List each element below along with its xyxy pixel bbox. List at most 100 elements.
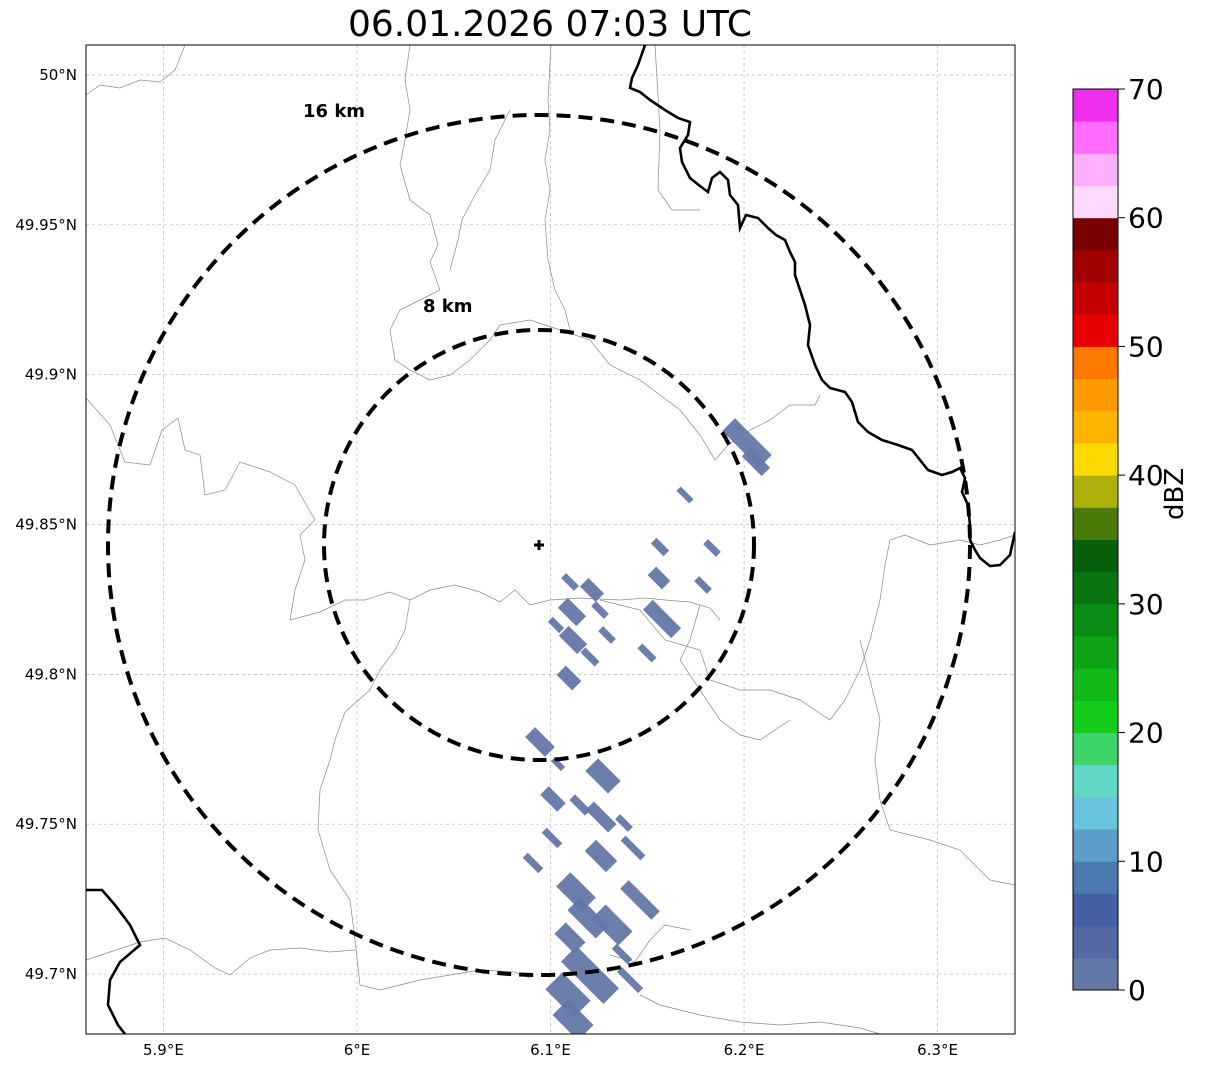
lat-tick-label: 49.75°N (15, 815, 77, 833)
echo-cell (556, 872, 596, 912)
national-border (86, 45, 1015, 1034)
echo-cell (579, 577, 605, 603)
colorbar-segment (1073, 957, 1118, 991)
colorbar-segment (1073, 829, 1118, 862)
range-ring-label-16km: 16 km (303, 101, 365, 122)
range-rings (106, 113, 972, 977)
lat-tick-label: 50°N (39, 66, 77, 84)
echo-cell (676, 486, 694, 504)
range-ring-16km (106, 113, 972, 977)
echo-cell (540, 786, 566, 812)
echo-cell (615, 814, 633, 832)
echo-cell (541, 827, 563, 849)
colorbar-segment (1073, 314, 1118, 347)
colorbar-segment (1073, 893, 1118, 927)
colorbar-segment (1073, 185, 1118, 219)
lat-tick-label: 49.9°N (25, 366, 77, 384)
echo-cell (554, 922, 586, 954)
echo-cell (580, 647, 600, 667)
colorbar-segment (1073, 442, 1118, 476)
colorbar-segment (1073, 539, 1118, 573)
lat-tick-label: 49.7°N (25, 965, 77, 983)
echo-cell (611, 943, 633, 965)
colorbar-segment (1073, 346, 1118, 380)
colorbar-segment (1073, 507, 1118, 540)
echo-cell (569, 794, 591, 816)
range-ring-label-8km: 8 km (423, 296, 473, 317)
colorbar-segment (1073, 475, 1118, 508)
echo-cell (647, 566, 671, 590)
echo-cell (550, 756, 566, 772)
colorbar-segment (1073, 700, 1118, 734)
echo-cell (620, 835, 646, 861)
colorbar-tick-label: 60 (1128, 202, 1164, 235)
colorbar-segment (1073, 249, 1118, 283)
radar-echoes (522, 418, 772, 1034)
colorbar-segment (1073, 764, 1118, 798)
colorbar-segment (1073, 925, 1118, 959)
colorbar-segment (1073, 410, 1118, 444)
colorbar-tick-label: 40 (1128, 459, 1164, 492)
echo-cell (584, 839, 618, 873)
colorbar-segment (1073, 861, 1118, 894)
colorbar-segment (1073, 89, 1118, 122)
colorbar-tick-label: 20 (1128, 717, 1164, 750)
colorbar-segment (1073, 668, 1118, 701)
longitude-tick-labels: 5.9°E 6°E 6.1°E 6.2°E 6.3°E (143, 1041, 958, 1059)
echo-cell (585, 758, 621, 794)
echo-cell (561, 573, 579, 591)
echo-cell (525, 727, 555, 757)
echo-cell (558, 625, 588, 655)
echo-cell (545, 972, 591, 1018)
colorbar-segment (1073, 796, 1118, 830)
echo-cell (722, 418, 772, 468)
echo-cell (642, 599, 682, 639)
echo-cell (552, 999, 594, 1034)
map-gridlines (86, 45, 1015, 1034)
lon-tick-label: 6.2°E (724, 1041, 765, 1059)
colorbar-tick-labels: 0 10 20 30 40 50 60 70 (1118, 73, 1164, 1007)
colorbar-segment (1073, 282, 1118, 315)
colorbar-segment (1073, 121, 1118, 154)
colorbar-tick-label: 0 (1128, 974, 1146, 1007)
colorbar-segment (1073, 636, 1118, 669)
colorbar-segment (1073, 153, 1118, 187)
lon-tick-label: 6°E (344, 1041, 371, 1059)
colorbar-label: dBZ (1160, 467, 1190, 520)
lon-tick-label: 5.9°E (143, 1041, 184, 1059)
lon-tick-label: 6.3°E (917, 1041, 958, 1059)
echo-cell (650, 537, 670, 557)
echo-cell (585, 801, 617, 833)
lon-tick-label: 6.1°E (530, 1041, 571, 1059)
map-title: 06.01.2026 07:03 UTC (347, 4, 753, 45)
colorbar-tick-label: 50 (1128, 330, 1164, 363)
echo-cell (637, 643, 657, 663)
colorbar-tick-label: 70 (1128, 73, 1164, 106)
echo-cell (557, 597, 587, 627)
echo-cell (561, 946, 619, 1004)
map-frame (85, 44, 1016, 1035)
echo-cell (591, 904, 633, 946)
colorbar-segment (1073, 571, 1118, 605)
colorbar-tick-label: 30 (1128, 588, 1164, 621)
echo-cell (556, 665, 582, 691)
echo-cell (598, 626, 616, 644)
lat-tick-label: 49.95°N (15, 216, 77, 234)
colorbar-frame (1072, 88, 1119, 991)
echo-cell (547, 616, 565, 634)
latitude-tick-labels: 50°N 49.95°N 49.9°N 49.85°N 49.8°N 49.75°N 49.… (15, 66, 77, 983)
echo-cell (694, 576, 712, 594)
echo-cell (567, 897, 609, 939)
echo-cell (703, 539, 721, 557)
radar-site-marker (534, 540, 544, 550)
echo-cell (616, 966, 644, 994)
colorbar-tick-label: 10 (1128, 845, 1164, 878)
lat-tick-label: 49.85°N (15, 516, 77, 534)
echo-cell (741, 447, 771, 477)
colorbar-segment (1073, 603, 1118, 637)
colorbar (1072, 88, 1119, 991)
range-ring-8km (322, 328, 756, 762)
colorbar-segment (1073, 732, 1118, 766)
colorbar-segment (1073, 378, 1118, 412)
